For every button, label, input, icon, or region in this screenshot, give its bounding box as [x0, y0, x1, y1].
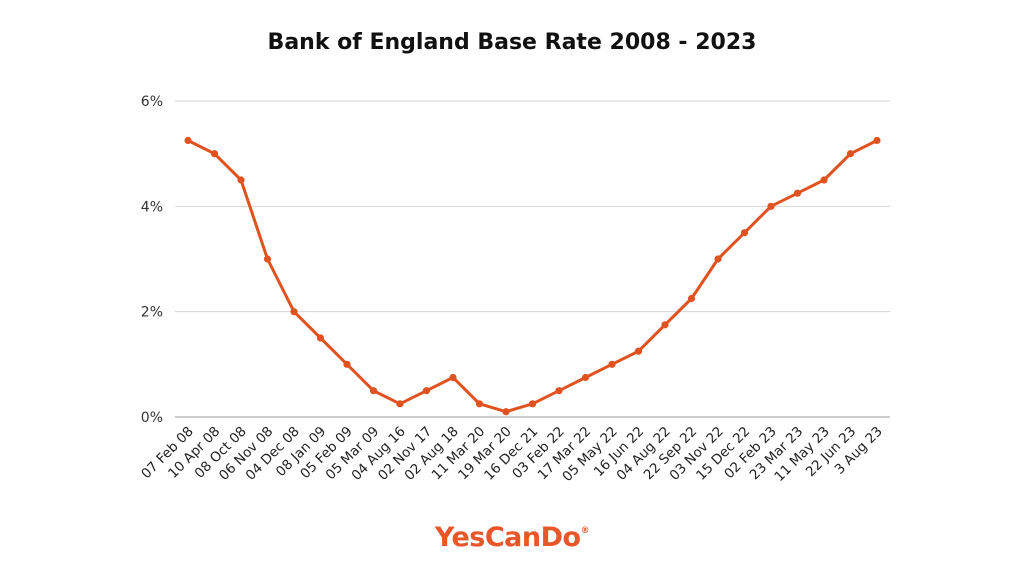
data-point — [555, 387, 563, 395]
data-point — [608, 360, 616, 368]
yescando-logo: YesCanDo® — [0, 522, 1024, 553]
data-point — [290, 308, 298, 316]
data-point — [184, 136, 192, 145]
data-point — [661, 321, 669, 329]
data-point — [263, 255, 272, 263]
data-point — [396, 400, 404, 408]
y-tick-label: 6% — [141, 94, 163, 110]
chart-title: Bank of England Base Rate 2008 - 2023 — [267, 30, 757, 55]
data-point — [714, 255, 722, 263]
data-point — [210, 150, 219, 158]
data-point — [820, 176, 828, 184]
y-tick-label: 0% — [141, 410, 163, 426]
data-point — [343, 360, 351, 368]
data-point — [740, 229, 749, 237]
data-point — [581, 373, 590, 382]
data-point — [687, 294, 696, 303]
data-point — [237, 176, 245, 184]
series-line — [186, 139, 879, 414]
y-tick-label: 2% — [141, 305, 163, 321]
data-point — [449, 373, 457, 382]
registered-mark: ® — [580, 526, 590, 536]
data-point — [528, 400, 537, 408]
data-point — [502, 408, 510, 416]
series-base-rate — [184, 136, 881, 416]
gridlines — [175, 100, 890, 418]
y-tick-label: 4% — [141, 199, 163, 215]
data-point — [793, 189, 802, 197]
y-axis: 0% 2% 4% 6% — [141, 94, 163, 426]
data-point — [767, 202, 775, 210]
data-point — [316, 334, 325, 342]
data-point — [846, 150, 855, 158]
data-point — [475, 400, 484, 408]
data-point — [369, 387, 378, 395]
data-point — [873, 136, 881, 145]
logo-text: YesCanDo — [434, 522, 581, 553]
data-point — [634, 347, 643, 355]
data-point — [422, 387, 431, 395]
